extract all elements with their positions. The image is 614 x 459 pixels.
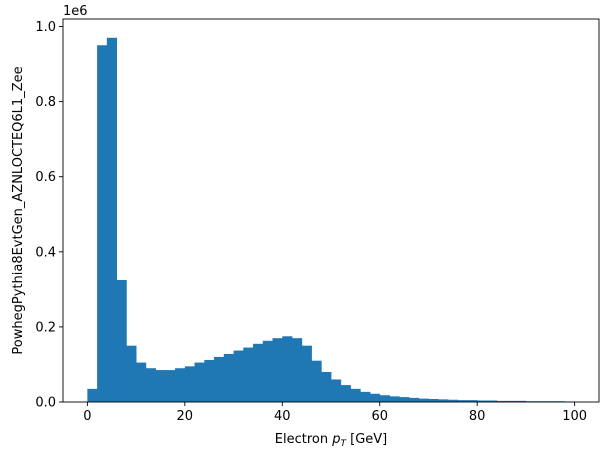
histogram-bar [204,359,215,402]
histogram-bar [486,400,498,402]
histogram-bar [292,338,303,402]
y-tick-label: 0.8 [35,95,56,110]
histogram-bar [272,338,283,402]
x-axis-label: Electron pT [GeV] [275,432,387,449]
histogram-bar [194,362,205,402]
y-tick-label: 0.4 [35,245,56,260]
histogram-bar [184,366,195,402]
x-tick-label: 0 [83,409,91,424]
y-axis-label: PowhegPythia8EvtGen_AZNLOCTEQ6L1_Zee [11,66,26,354]
histogram-bar [516,400,527,402]
histogram-bar [331,379,342,402]
histogram-bar [447,399,459,402]
histogram-bar [311,360,322,402]
x-axis-ticks: 0 20 40 60 80 100 [83,402,587,424]
histogram-bar [106,37,117,403]
histogram-bar [369,393,381,402]
x-tick-label: 40 [274,409,291,424]
histogram-bar [457,400,468,402]
histogram-bar [399,397,410,402]
y-tick-label: 0.0 [35,396,56,411]
y-scale-label: 1e6 [63,4,88,19]
histogram-bar [438,399,449,402]
x-tick-label: 20 [177,409,194,424]
x-axis-label-prefix: Electron [275,432,332,447]
histogram-bar [165,370,176,402]
histogram-bar [282,336,293,402]
y-axis-ticks: 0.0 0.2 0.4 0.6 0.8 1.0 [35,20,63,411]
histogram-bar [126,345,137,402]
histogram-bar [155,370,166,402]
histogram-bar [262,340,273,402]
histogram-bar [340,385,351,402]
x-axis-label-variable: p [331,432,340,447]
x-axis-label-subscript: T [340,439,347,449]
histogram-bar [506,400,517,402]
histogram-bar [477,400,488,402]
histogram-bar [243,347,254,402]
histogram-bar [301,345,312,402]
histogram-bar [253,343,264,402]
histogram-bar [175,368,186,402]
histogram-bar [214,356,225,402]
histogram-bar [360,391,371,402]
histogram-bar [496,400,507,402]
histogram-bar [223,353,234,402]
histogram-bar [428,399,439,402]
histogram-bar [350,388,361,402]
histogram-bars [87,37,576,403]
histogram-bar [389,396,400,402]
histogram-bar [87,388,98,402]
x-tick-label: 60 [371,409,388,424]
y-tick-label: 0.2 [35,320,56,335]
histogram-bar [233,350,244,402]
histogram-bar [97,45,108,402]
plot-frame [62,18,600,403]
y-tick-label: 0.6 [35,170,56,185]
histogram-bar [136,362,147,402]
y-tick-label: 1.0 [35,20,56,35]
histogram-bar [145,368,156,402]
x-tick-label: 80 [469,409,486,424]
histogram-bar [418,398,429,402]
histogram-bar [379,395,390,402]
x-tick-label: 100 [562,409,587,424]
histogram-bar [408,397,420,402]
histogram-bar [116,279,127,402]
histogram-bar [321,371,332,402]
histogram-bar [467,400,478,402]
x-axis-label-suffix: [GeV] [346,432,387,447]
